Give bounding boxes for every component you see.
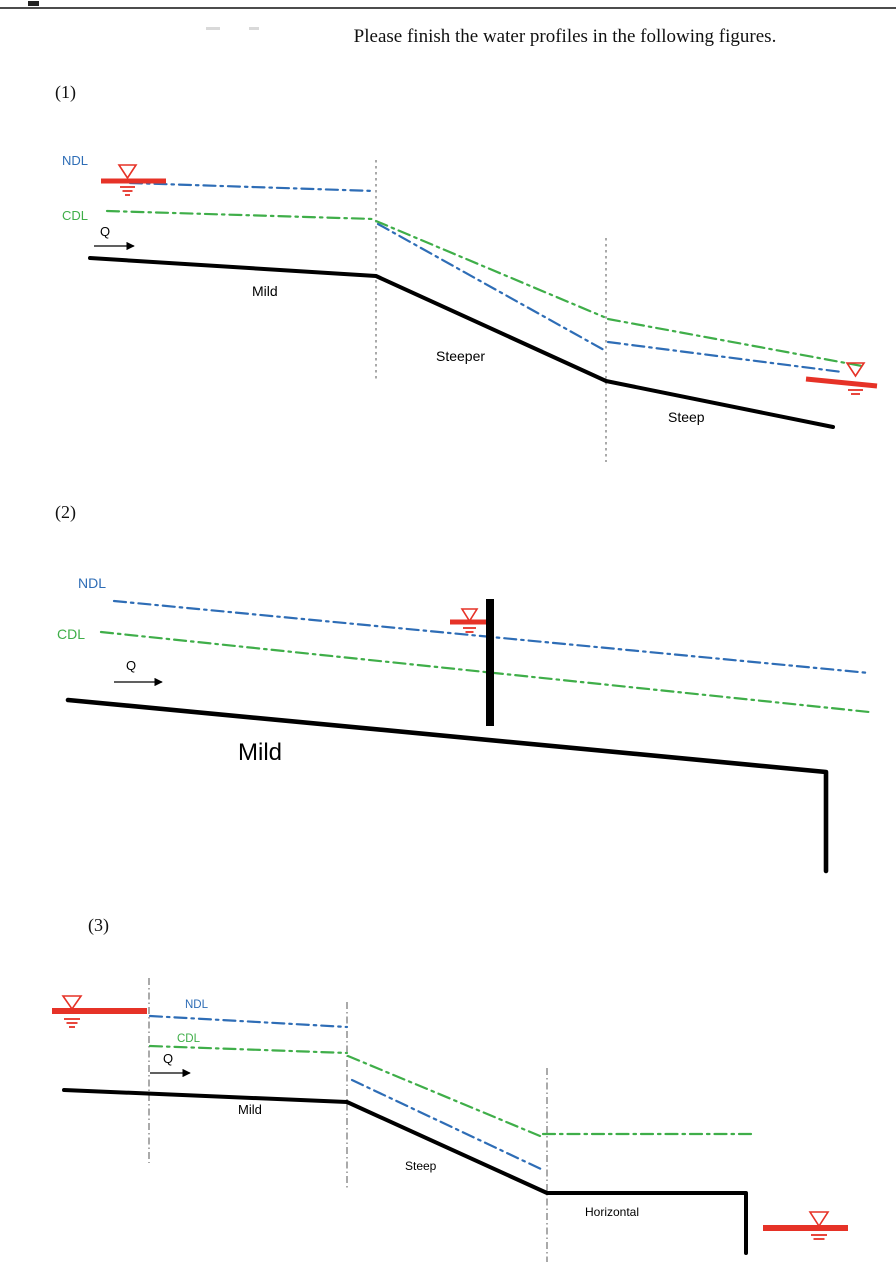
figure1-slope-label-mild: Mild bbox=[252, 283, 278, 299]
figure3-downstream-water-surface-symbol bbox=[763, 1211, 848, 1240]
water-surface-triangle-icon bbox=[808, 1211, 830, 1228]
figure3-cdl-line-mild bbox=[148, 1044, 349, 1055]
figure1-slope-label-steeper: Steeper bbox=[436, 348, 485, 364]
figure2-ndl-label: NDL bbox=[78, 575, 106, 591]
figure1-cdl-line-steep bbox=[606, 317, 864, 368]
figure1-upstream-water-surface-symbol bbox=[101, 164, 166, 196]
water-surface-triangle-icon bbox=[117, 164, 138, 180]
water-surface-triangle-icon bbox=[845, 362, 866, 378]
figure2-sluice-gate bbox=[486, 599, 494, 726]
figure3-ndl-line-mild bbox=[148, 1014, 349, 1029]
figure3: (3) NDL CDL Q bbox=[52, 915, 848, 1262]
figure2-gate-water-surface-symbol bbox=[450, 608, 486, 633]
figure3-ndl-line-steep bbox=[350, 1078, 545, 1172]
page-title: Please finish the water profiles in the … bbox=[354, 26, 777, 47]
figure3-q-label: Q bbox=[163, 1051, 173, 1066]
figure1-ndl-line-mild bbox=[128, 181, 376, 193]
page-corner-mark bbox=[28, 1, 39, 6]
water-surface-hatch bbox=[463, 627, 476, 633]
figure3-cdl-line-steep bbox=[346, 1054, 542, 1138]
figure3-cdl-label: CDL bbox=[177, 1033, 201, 1045]
water-surface-triangle-icon bbox=[460, 608, 479, 623]
figure2-number: (2) bbox=[55, 502, 76, 523]
scan-artifact-2 bbox=[249, 27, 259, 30]
figure2-q-label: Q bbox=[126, 658, 136, 673]
figure1-channel-bed bbox=[88, 256, 835, 429]
figure2-slope-label-mild: Mild bbox=[238, 739, 282, 766]
figure2-channel-bed bbox=[65, 697, 829, 874]
water-surface-hatch bbox=[120, 186, 135, 196]
figure3-reservoir-water-surface-symbol bbox=[52, 995, 147, 1028]
figure1-q-label: Q bbox=[100, 224, 110, 239]
figure1-ndl-label: NDL bbox=[62, 153, 88, 168]
figure3-ndl-label: NDL bbox=[185, 999, 209, 1011]
figure3-slope-label-steep: Steep bbox=[405, 1159, 437, 1173]
figure1-slope-label-steep: Steep bbox=[668, 409, 705, 425]
figure2: (2) NDL CDL Q Mild bbox=[55, 502, 871, 874]
figure3-slope-label-mild: Mild bbox=[238, 1102, 262, 1117]
figure2-cdl-line bbox=[99, 630, 871, 714]
figure1-cdl-label: CDL bbox=[62, 208, 88, 223]
scan-artifact-1 bbox=[206, 27, 220, 30]
figure1-downstream-water-surface-symbol bbox=[805, 362, 878, 395]
figure1-cdl-line-steeper bbox=[374, 219, 606, 319]
figure1: (1) NDL CDL Q bbox=[55, 82, 878, 462]
figure3-channel-bed bbox=[62, 1088, 748, 1255]
figure1-ndl-line-steep bbox=[606, 340, 844, 374]
water-surface-hatch bbox=[811, 1234, 827, 1240]
figure1-cdl-line-mild bbox=[105, 209, 376, 221]
water-surface-hatch bbox=[64, 1018, 80, 1028]
water-surface-triangle-icon bbox=[61, 995, 83, 1011]
water-surface-hatch bbox=[848, 389, 863, 395]
figure1-number: (1) bbox=[55, 82, 76, 103]
figure1-ndl-line-steeper bbox=[376, 222, 606, 352]
water-surface-bar bbox=[805, 376, 878, 389]
figure2-cdl-label: CDL bbox=[57, 626, 85, 642]
figure3-number: (3) bbox=[88, 915, 109, 936]
figure3-slope-label-horizontal: Horizontal bbox=[585, 1205, 639, 1219]
